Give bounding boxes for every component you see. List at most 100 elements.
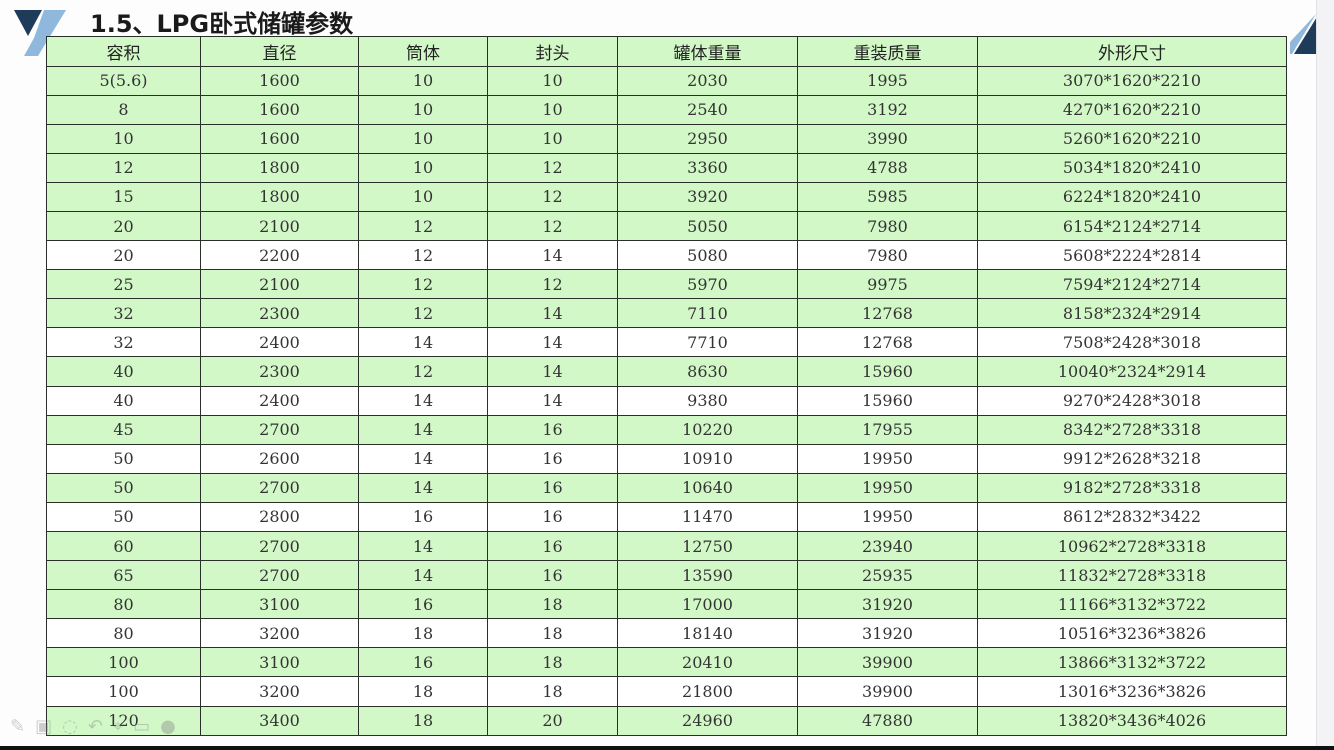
table-cell: 18 [358, 705, 488, 736]
table-cell: 9270*2428*3018 [977, 385, 1287, 416]
table-cell: 2100 [200, 210, 359, 242]
pen-icon[interactable]: ✎ [10, 716, 26, 737]
table-cell: 16 [487, 501, 618, 533]
table-cell: 16 [358, 589, 488, 620]
undo-icon[interactable]: ↶ [87, 716, 103, 737]
bottom-bar [0, 746, 1334, 750]
table-cell: 14 [358, 472, 488, 503]
table-cell: 16 [487, 530, 618, 562]
table-cell: 20410 [617, 647, 798, 678]
lpg-tank-parameter-table: 容积 直径 筒体 封头 罐体重量 重装质量 外形尺寸 5(5.6) 1600 10 10 2030 1… [46, 36, 1287, 736]
scrollbar[interactable] [1316, 0, 1334, 750]
table-cell: 11832*2728*3318 [977, 560, 1287, 591]
presentation-toolbar: ✎ ▣ ◌ ↶ ⌖ ▭ ● [10, 716, 176, 737]
table-cell: 7980 [797, 240, 978, 271]
table-cell: 31920 [797, 618, 978, 649]
table-row: 20 2200 12 14 5080 7980 5608*2224*2814 [46, 240, 1287, 271]
table-cell: 20 [487, 705, 618, 736]
table-cell: 13866*3132*3722 [977, 647, 1287, 678]
table-cell: 100 [46, 647, 201, 678]
table-cell: 11470 [617, 501, 798, 533]
table-cell: 65 [46, 560, 201, 591]
table-cell: 2100 [200, 269, 359, 300]
table-cell: 4788 [797, 152, 978, 183]
table-cell: 2300 [200, 356, 359, 387]
table-cell: 10 [358, 65, 488, 96]
table-cell: 12 [358, 356, 488, 387]
table-cell: 14 [358, 530, 488, 562]
column-header: 外形尺寸 [977, 36, 1287, 67]
slide-title: 1.5、LPG卧式储罐参数 [90, 10, 354, 38]
table-row: 40 2300 12 14 8630 15960 10040*2324*2914 [46, 356, 1287, 387]
highlighter-icon[interactable]: ◌ [62, 716, 78, 737]
table-cell: 12 [358, 298, 488, 329]
table-row: 15 1800 10 12 3920 5985 6224*1820*2410 [46, 181, 1287, 212]
table-cell: 18 [358, 618, 488, 649]
table-cell: 32 [46, 327, 201, 358]
table-row: 8 1600 10 10 2540 3192 4270*1620*2210 [46, 94, 1287, 125]
table-cell: 12 [46, 152, 201, 183]
table-cell: 39900 [797, 676, 978, 707]
table-row: 25 2100 12 12 5970 9975 7594*2124*2714 [46, 269, 1287, 300]
table-cell: 12768 [797, 327, 978, 358]
table-cell: 13820*3436*4026 [977, 705, 1287, 736]
table-cell: 20 [46, 210, 201, 242]
table-cell: 1800 [200, 181, 359, 212]
table-cell: 14 [358, 327, 488, 358]
table-cell: 18 [358, 676, 488, 707]
table-cell: 60 [46, 530, 201, 562]
table-cell: 10220 [617, 414, 798, 445]
table-cell: 47880 [797, 705, 978, 736]
table-cell: 2600 [200, 443, 359, 474]
table-cell: 8158*2324*2914 [977, 298, 1287, 329]
table-cell: 13016*3236*3826 [977, 676, 1287, 707]
table-row: 32 2300 12 14 7110 12768 8158*2324*2914 [46, 298, 1287, 329]
slides-icon[interactable]: ▣ [35, 716, 53, 737]
table-cell: 8342*2728*3318 [977, 414, 1287, 445]
table-row: 45 2700 14 16 10220 17955 8342*2728*3318 [46, 414, 1287, 445]
table-cell: 10962*2728*3318 [977, 530, 1287, 562]
table-cell: 10516*3236*3826 [977, 618, 1287, 649]
table-row: 50 2600 14 16 10910 19950 9912*2628*3218 [46, 443, 1287, 474]
table-cell: 1600 [200, 94, 359, 125]
table-cell: 14 [487, 240, 618, 271]
table-cell: 1600 [200, 65, 359, 96]
table-cell: 17955 [797, 414, 978, 445]
table-cell: 14 [487, 356, 618, 387]
table-cell: 2400 [200, 327, 359, 358]
column-header: 容积 [46, 36, 201, 67]
table-row: 100 3200 18 18 21800 39900 13016*3236*3826 [46, 676, 1287, 707]
table-cell: 2540 [617, 94, 798, 125]
table-cell: 31920 [797, 589, 978, 620]
table-cell: 2700 [200, 560, 359, 591]
table-cell: 3100 [200, 647, 359, 678]
table-cell: 14 [358, 385, 488, 416]
table-cell: 120 [46, 705, 201, 736]
table-cell: 18140 [617, 618, 798, 649]
table-cell: 16 [487, 443, 618, 474]
table-cell: 80 [46, 618, 201, 649]
table-cell: 24960 [617, 705, 798, 736]
table-cell: 10 [487, 123, 618, 154]
table-cell: 3200 [200, 618, 359, 649]
table-cell: 12 [487, 152, 618, 183]
table-row: 50 2700 14 16 10640 19950 9182*2728*3318 [46, 472, 1287, 503]
table-cell: 3920 [617, 181, 798, 212]
table-cell: 12 [487, 210, 618, 242]
table-cell: 13590 [617, 560, 798, 591]
table-cell: 2700 [200, 414, 359, 445]
table-cell: 5985 [797, 181, 978, 212]
video-icon[interactable]: ▭ [133, 716, 151, 737]
table-row: 80 3200 18 18 18140 31920 10516*3236*3826 [46, 618, 1287, 649]
table-cell: 10 [358, 94, 488, 125]
table-cell: 9975 [797, 269, 978, 300]
pointer-icon[interactable]: ⌖ [112, 716, 124, 737]
table-cell: 12 [358, 210, 488, 242]
more-icon[interactable]: ● [160, 716, 176, 737]
table-cell: 6154*2124*2714 [977, 210, 1287, 242]
table-cell: 40 [46, 356, 201, 387]
table-cell: 12 [487, 181, 618, 212]
table-cell: 19950 [797, 443, 978, 474]
table-cell: 5050 [617, 210, 798, 242]
table-cell: 23940 [797, 530, 978, 562]
